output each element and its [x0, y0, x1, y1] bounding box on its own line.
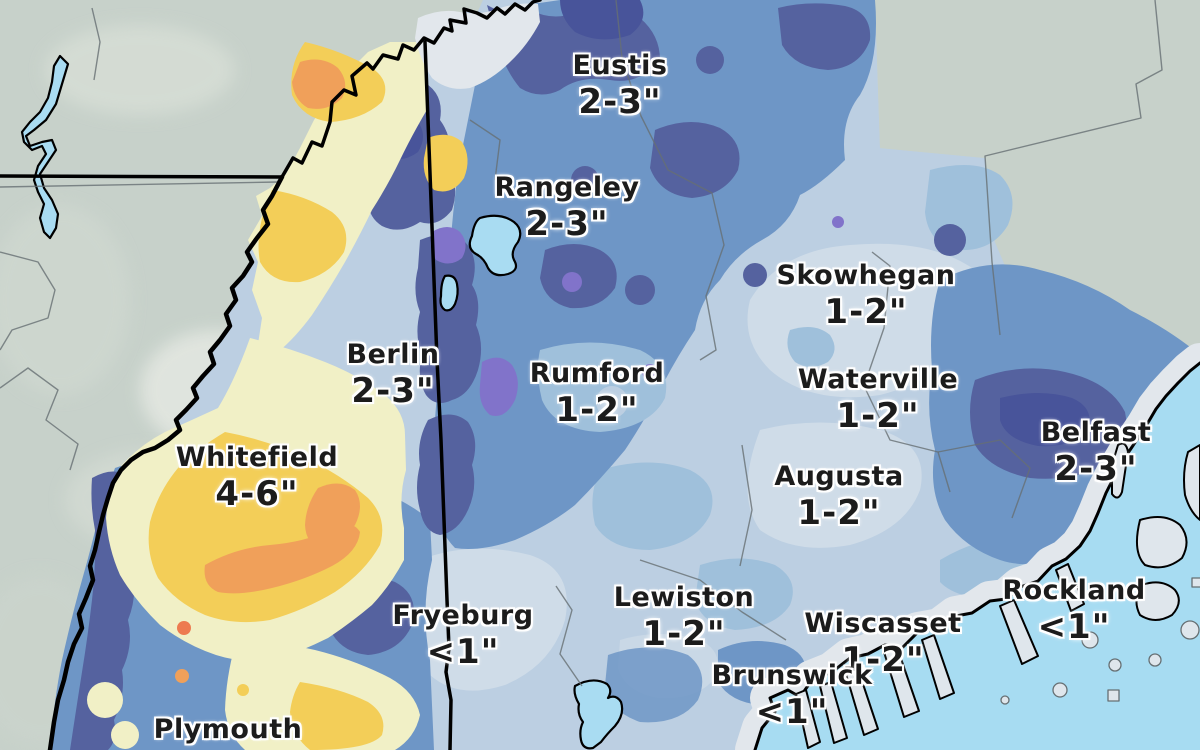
trace-pocket [415, 3, 540, 89]
sebago-lake [573, 679, 624, 750]
northeast-background [875, 0, 1200, 352]
vermont-newhampshire-border [47, 174, 285, 750]
newhampshire-maine-border [423, 40, 453, 750]
canada-border [0, 0, 542, 179]
county-lines [0, 0, 1163, 687]
lakes [20, 54, 624, 750]
ocean [755, 363, 1200, 750]
coastline [735, 343, 1200, 750]
lake-champlain [20, 54, 70, 240]
peninsulas-and-islands [795, 442, 1200, 749]
mooselookmeguntic-lake [439, 274, 459, 312]
rangeley-lakes [468, 214, 522, 277]
snow-shading [50, 0, 1200, 750]
state-borders [0, 0, 542, 750]
